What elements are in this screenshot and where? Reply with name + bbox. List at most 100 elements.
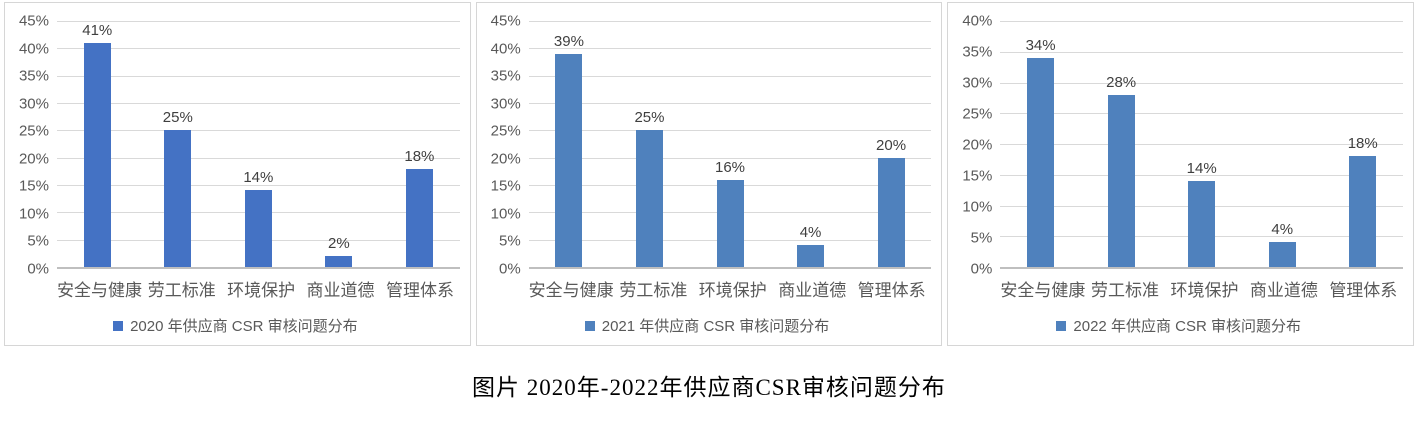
bar-slot: 20% bbox=[851, 21, 932, 267]
category-label: 安全与健康 bbox=[1000, 281, 1086, 300]
bar bbox=[1107, 94, 1135, 267]
bar bbox=[1349, 156, 1377, 267]
y-tick-label: 15% bbox=[962, 167, 993, 185]
grid-line bbox=[1000, 113, 1404, 115]
bar bbox=[555, 53, 583, 267]
grid-line bbox=[528, 103, 932, 104]
value-label: 14% bbox=[243, 169, 274, 187]
y-axis: 0% 5% 10% 15% 20% 25% 30% 35% 40% 45% bbox=[11, 13, 57, 278]
bar-slot: 2% bbox=[299, 21, 380, 267]
bar-slot: 14% bbox=[218, 21, 299, 267]
y-tick-label: 30% bbox=[18, 95, 49, 113]
category-axis: 安全与健康 劳工标准 环境保护 商业道德 管理体系 bbox=[57, 269, 460, 301]
y-tick-label: 40% bbox=[490, 40, 521, 58]
value-label: 28% bbox=[1106, 73, 1137, 91]
bar-slot: 25% bbox=[138, 21, 219, 267]
grid-line bbox=[528, 157, 932, 159]
bar-slot: 39% bbox=[529, 21, 610, 267]
value-label: 2% bbox=[328, 235, 350, 253]
chart-panel-2021: 0% 5% 10% 15% 20% 25% 30% 35% 40% 45% 39% 25% 16% 4% 2… bbox=[475, 2, 943, 346]
y-tick-label: 25% bbox=[962, 105, 993, 123]
grid-line bbox=[528, 48, 932, 50]
chart-body: 0% 5% 10% 15% 20% 25% 30% 35% 40% 34% 28% 14% 4% 18% bbox=[954, 13, 1404, 278]
grid-line bbox=[57, 48, 460, 50]
bar bbox=[1188, 180, 1216, 267]
y-tick-label: 25% bbox=[18, 122, 49, 140]
legend-swatch bbox=[113, 320, 124, 331]
value-label: 4% bbox=[799, 224, 822, 242]
bar-slot: 18% bbox=[379, 21, 460, 267]
category-axis: 安全与健康 劳工标准 环境保护 商业道德 管理体系 bbox=[529, 269, 932, 301]
category-label: 商业道德 bbox=[1249, 281, 1318, 300]
grid-line bbox=[57, 103, 460, 104]
grid-line bbox=[57, 185, 460, 186]
legend: 2021 年供应商 CSR 审核问题分布 bbox=[483, 315, 932, 336]
grid-line bbox=[1000, 82, 1404, 84]
grid-line bbox=[57, 157, 460, 159]
value-label: 34% bbox=[1025, 36, 1056, 54]
category-label: 商业道德 bbox=[306, 281, 375, 300]
chart-body: 0% 5% 10% 15% 20% 25% 30% 35% 40% 45% 41% 25% 14% 2% 1… bbox=[11, 13, 460, 278]
bar bbox=[797, 245, 825, 267]
y-tick-label: 30% bbox=[962, 74, 993, 92]
category-label: 劳工标准 bbox=[147, 281, 216, 300]
grid-line bbox=[528, 130, 932, 132]
y-tick-label: 10% bbox=[962, 198, 993, 216]
value-label: 14% bbox=[1186, 159, 1217, 177]
grid-line bbox=[1000, 174, 1404, 176]
bar-slot: 25% bbox=[609, 21, 690, 267]
y-tick-label: 5% bbox=[970, 229, 993, 247]
grid-line bbox=[1000, 144, 1404, 145]
y-tick-label: 5% bbox=[498, 232, 521, 250]
value-label: 39% bbox=[553, 32, 584, 50]
grid-line bbox=[1000, 21, 1404, 22]
chart-body: 0% 5% 10% 15% 20% 25% 30% 35% 40% 45% 39% 25% 16% 4% 2… bbox=[483, 13, 932, 278]
y-tick-label: 35% bbox=[18, 67, 49, 85]
legend-swatch bbox=[584, 320, 595, 331]
bar bbox=[877, 157, 905, 267]
grid-line bbox=[57, 75, 460, 77]
bar bbox=[1027, 57, 1055, 267]
y-tick-label: 35% bbox=[490, 67, 521, 85]
bar bbox=[325, 256, 353, 267]
value-label: 4% bbox=[1271, 221, 1294, 239]
bar bbox=[635, 130, 663, 267]
bar-slot: 4% bbox=[1242, 21, 1323, 267]
chart-panel-2020: 0% 5% 10% 15% 20% 25% 30% 35% 40% 45% 41% 25% 14% 2% 1… bbox=[4, 2, 471, 346]
bar bbox=[244, 190, 272, 267]
category-label: 劳工标准 bbox=[619, 281, 688, 300]
bars-container: 39% 25% 16% 4% 20% bbox=[529, 21, 932, 267]
grid-line bbox=[528, 21, 932, 22]
bar-slot: 14% bbox=[1161, 21, 1242, 267]
y-tick-label: 0% bbox=[970, 260, 993, 278]
value-label: 20% bbox=[876, 136, 907, 154]
category-label: 管理体系 bbox=[1329, 281, 1398, 300]
bar-slot: 41% bbox=[57, 21, 138, 267]
bar-slot: 28% bbox=[1081, 21, 1162, 267]
y-tick-label: 45% bbox=[18, 12, 49, 30]
y-tick-label: 10% bbox=[490, 205, 521, 223]
value-label: 16% bbox=[714, 158, 746, 176]
y-tick-label: 15% bbox=[18, 177, 49, 195]
category-label: 环境保护 bbox=[698, 281, 767, 300]
grid-line bbox=[1000, 51, 1404, 53]
value-label: 41% bbox=[82, 21, 113, 39]
category-axis: 安全与健康 劳工标准 环境保护 商业道德 管理体系 bbox=[1000, 269, 1403, 301]
y-tick-label: 20% bbox=[962, 136, 993, 154]
category-label: 环境保护 bbox=[1170, 281, 1239, 300]
value-label: 25% bbox=[162, 109, 193, 127]
bar-slot: 4% bbox=[770, 21, 851, 267]
legend-label: 2021 年供应商 CSR 审核问题分布 bbox=[601, 318, 830, 335]
legend: 2022 年供应商 CSR 审核问题分布 bbox=[954, 315, 1403, 336]
y-axis: 0% 5% 10% 15% 20% 25% 30% 35% 40% 45% bbox=[483, 13, 529, 278]
category-label: 安全与健康 bbox=[57, 281, 142, 300]
y-tick-label: 5% bbox=[27, 232, 49, 250]
y-tick-label: 10% bbox=[18, 205, 49, 223]
y-tick-label: 15% bbox=[490, 177, 521, 195]
bars-container: 34% 28% 14% 4% 18% bbox=[1000, 21, 1403, 267]
plot-area: 34% 28% 14% 4% 18% bbox=[1000, 21, 1404, 269]
value-label: 18% bbox=[1347, 135, 1378, 153]
bar bbox=[405, 168, 433, 267]
bar bbox=[1268, 242, 1296, 267]
y-tick-label: 20% bbox=[490, 150, 521, 168]
